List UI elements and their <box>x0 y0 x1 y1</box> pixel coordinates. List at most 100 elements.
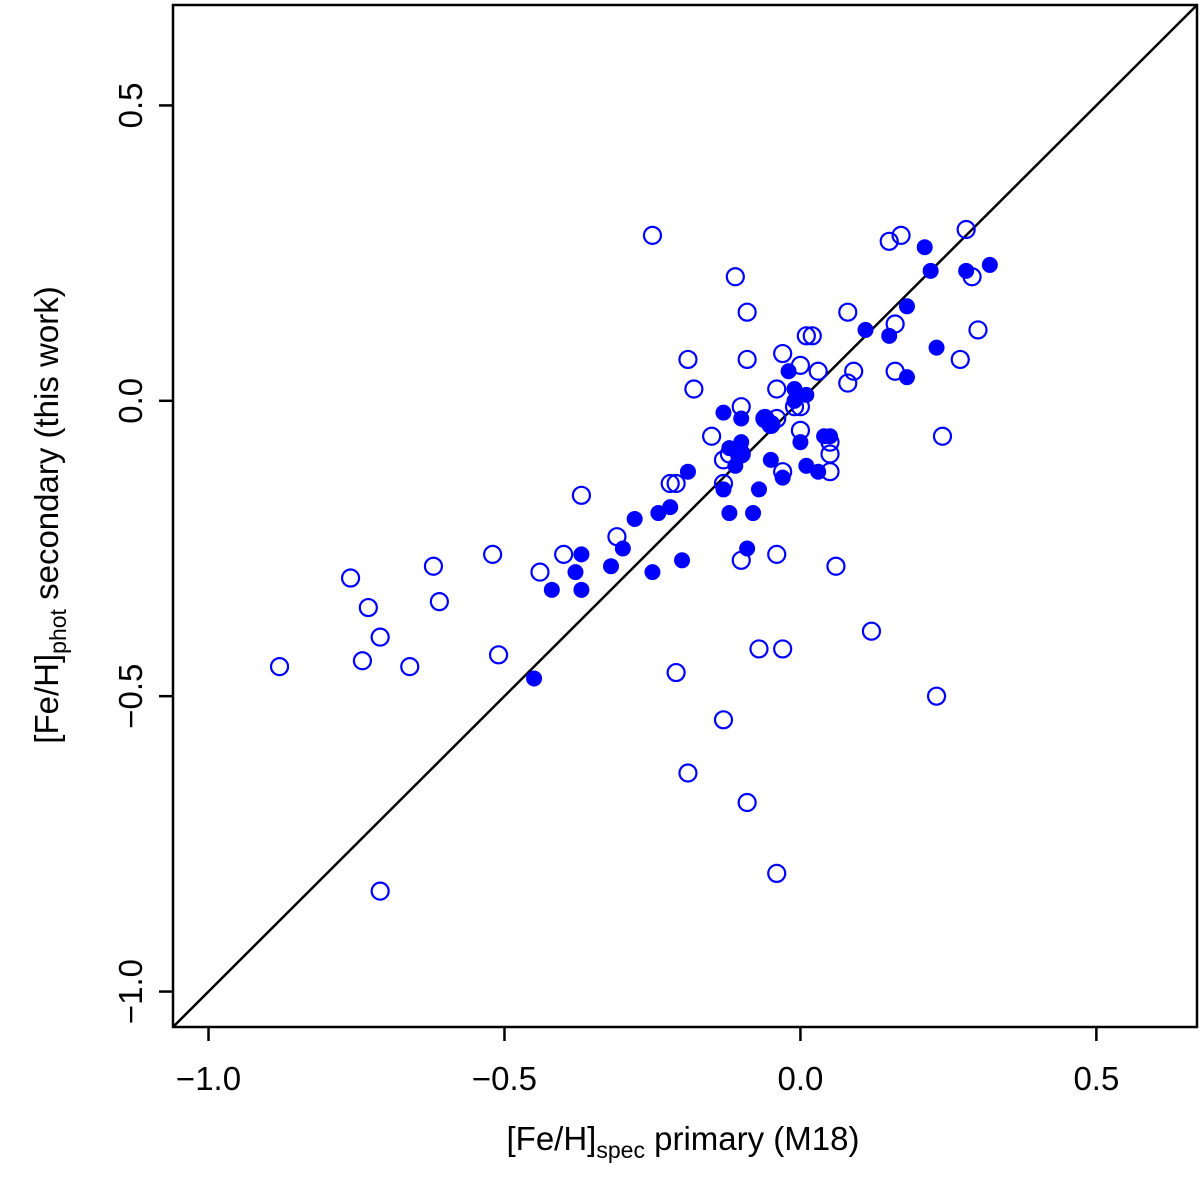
data-point-open <box>530 562 550 582</box>
data-point-open <box>702 426 722 446</box>
y-tick-label: 0.5 <box>112 82 149 128</box>
data-point-open <box>340 568 361 588</box>
x-tick-label: 0.5 <box>1073 1060 1119 1097</box>
y-axis-label: [Fe/H]phot secondary (this work) <box>28 286 71 743</box>
open-points <box>269 219 988 901</box>
y-tick-label: −1.0 <box>112 959 149 1024</box>
data-point-open <box>352 651 373 671</box>
data-point-filled <box>715 404 732 421</box>
data-point-open <box>725 267 745 287</box>
data-point-open <box>483 544 503 564</box>
data-point-open <box>713 473 734 494</box>
data-point-open <box>773 462 793 482</box>
data-point-open <box>358 597 378 618</box>
y-axis-label-main: [Fe/H] <box>28 654 65 744</box>
data-point-open <box>666 662 686 683</box>
data-point-open <box>713 450 734 470</box>
data-point-open <box>891 225 911 245</box>
x-tick-label: −1.0 <box>176 1060 241 1097</box>
data-point-open <box>773 343 793 364</box>
data-point-open <box>488 645 509 665</box>
x-axis-label-sub: spec <box>596 1137 645 1163</box>
data-point-open <box>950 349 970 370</box>
data-point-open <box>755 408 775 429</box>
data-point-open <box>737 349 757 370</box>
data-point-filled <box>916 239 933 256</box>
data-point-open <box>731 550 751 570</box>
data-point-open <box>790 420 811 440</box>
data-point-open <box>802 326 822 346</box>
data-point-open <box>749 639 769 659</box>
data-point-open <box>784 397 805 417</box>
x-tick-label: −0.5 <box>472 1060 537 1097</box>
data-point-open <box>790 397 811 417</box>
data-point-open <box>808 361 828 381</box>
data-point-open <box>571 485 592 505</box>
y-tick-label: 0.0 <box>112 378 149 424</box>
data-point-open <box>844 361 864 381</box>
data-point-filled <box>679 463 696 480</box>
data-point-filled <box>857 321 874 338</box>
data-point-open <box>820 462 840 482</box>
data-point-open <box>731 444 751 464</box>
data-point-open <box>885 314 905 334</box>
data-point-open <box>429 592 449 612</box>
y-axis-label-sub: phot <box>45 608 71 653</box>
data-point-open <box>642 225 663 245</box>
data-point-open <box>796 326 816 346</box>
data-point-filled <box>898 298 915 315</box>
data-point-open <box>926 686 947 706</box>
data-point-open <box>790 355 811 375</box>
data-point-open <box>719 444 739 464</box>
data-point-open <box>826 556 846 576</box>
data-point-open <box>767 408 787 429</box>
data-point-open <box>838 302 858 322</box>
data-point-open <box>820 444 840 464</box>
x-tick-label: 0.0 <box>777 1060 823 1097</box>
filled-points <box>526 239 998 687</box>
data-point-open <box>713 710 734 730</box>
data-point-open <box>737 792 757 813</box>
data-point-filled <box>721 505 738 522</box>
x-axis-label-main: [Fe/H] <box>507 1120 597 1157</box>
data-point-filled <box>626 510 643 527</box>
y-tick-label: −0.5 <box>112 664 149 729</box>
data-point-open <box>767 544 787 564</box>
x-axis-label-rest: primary (M18) <box>645 1120 860 1157</box>
data-point-filled <box>573 581 590 598</box>
data-point-open <box>731 397 751 417</box>
data-point-open <box>861 621 882 641</box>
y-axis-label-rest: secondary (this work) <box>28 286 65 609</box>
data-point-open <box>554 544 574 564</box>
data-point-filled <box>567 564 584 581</box>
data-point-filled <box>603 558 620 575</box>
plot-frame <box>171 3 1199 1029</box>
data-point-filled <box>922 262 939 279</box>
data-point-filled <box>745 505 762 522</box>
data-point-open <box>678 763 698 783</box>
identity-line <box>172 4 1198 1028</box>
data-point-open <box>684 379 704 399</box>
data-point-filled <box>573 546 590 563</box>
data-point-open <box>838 373 858 393</box>
data-point-open <box>767 863 787 884</box>
data-point-open <box>962 267 982 287</box>
data-point-open <box>773 639 793 659</box>
data-point-filled <box>543 581 560 598</box>
data-point-open <box>607 527 627 547</box>
data-point-open <box>400 657 420 677</box>
data-point-open <box>968 320 988 340</box>
data-point-open <box>269 657 290 677</box>
axis-ticks <box>159 104 1098 1041</box>
data-point-open <box>820 432 840 452</box>
data-point-open <box>370 627 390 647</box>
data-point-open <box>370 881 390 901</box>
data-point-open <box>737 302 757 322</box>
data-point-open <box>678 349 698 370</box>
data-point-open <box>956 219 976 240</box>
data-point-open <box>423 556 444 576</box>
data-point-filled <box>644 564 661 581</box>
data-point-open <box>660 473 680 494</box>
data-point-filled <box>674 552 691 569</box>
